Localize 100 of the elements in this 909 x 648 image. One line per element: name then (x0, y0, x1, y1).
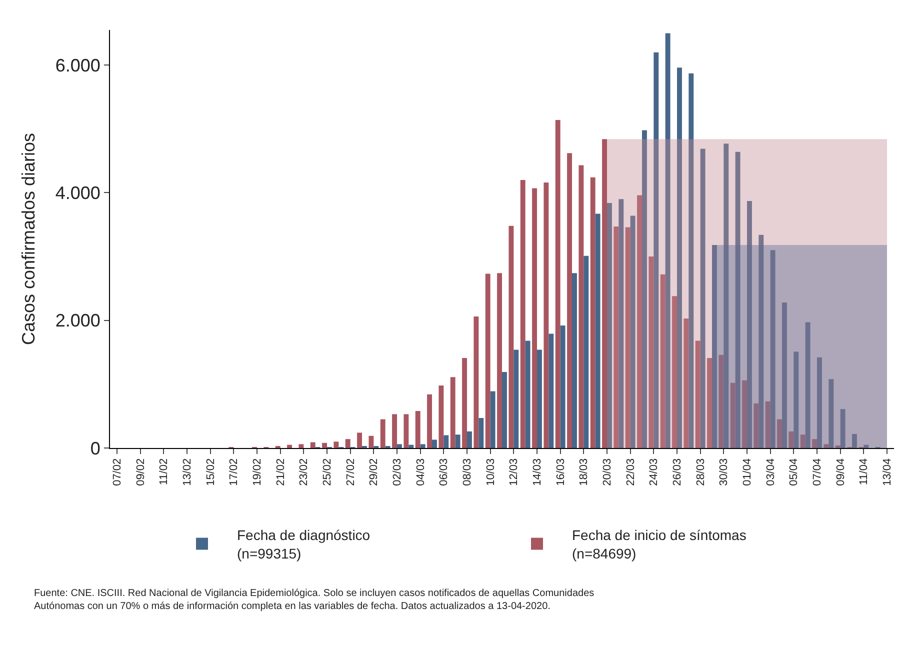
x-tick-label: 16/03 (554, 458, 567, 486)
bar (427, 394, 432, 448)
bar (368, 436, 374, 448)
bar (310, 442, 316, 448)
bar (444, 435, 449, 448)
x-tick-label: 01/04 (742, 458, 754, 486)
bar (334, 442, 339, 448)
bar (654, 52, 659, 448)
bar (707, 358, 712, 448)
bar (392, 414, 397, 448)
bar (537, 350, 542, 448)
bar (782, 302, 787, 448)
bar (548, 334, 554, 448)
x-tick-label: 11/02 (158, 458, 170, 486)
bar (712, 245, 717, 448)
x-tick-label: 26/03 (672, 458, 684, 486)
x-tick-label: 19/02 (252, 458, 264, 486)
legend-label: Fecha de diagnóstico (n=99315) (237, 527, 370, 562)
y-tick-label: 2.000 (55, 310, 100, 331)
bar (788, 431, 794, 448)
bar (590, 177, 596, 448)
bar (828, 379, 834, 448)
x-tick-label: 13/02 (182, 458, 194, 486)
bar (688, 73, 694, 448)
bar (322, 442, 327, 448)
bar (544, 182, 549, 448)
bar (397, 444, 402, 448)
x-tick-label: 10/03 (484, 458, 497, 486)
bar (625, 227, 630, 448)
x-tick-label: 25/02 (322, 458, 334, 486)
x-tick-label: 11/04 (858, 458, 870, 486)
bar (497, 273, 502, 448)
x-tick-label: 28/03 (694, 458, 707, 486)
bar (735, 152, 740, 448)
bar (824, 444, 829, 448)
x-tick-label: 23/02 (298, 458, 310, 486)
bar (298, 444, 304, 448)
x-tick-label: 12/03 (508, 458, 520, 486)
bar (438, 385, 444, 448)
bar (572, 273, 577, 448)
bar (474, 316, 479, 448)
bar (637, 195, 642, 448)
bar (578, 165, 584, 448)
x-tick-label: 02/03 (392, 458, 404, 486)
bar (864, 444, 869, 448)
bar (747, 201, 752, 448)
bar (520, 180, 526, 448)
bar (800, 434, 806, 448)
bar (742, 380, 747, 448)
x-tick-label: 05/04 (788, 458, 800, 486)
x-tick-label: 20/03 (602, 458, 614, 486)
bar (514, 350, 519, 448)
bar (380, 419, 386, 448)
bar (817, 357, 822, 448)
bar (618, 199, 624, 448)
bar (852, 434, 857, 448)
bar (508, 226, 514, 448)
bar (408, 444, 414, 448)
source-note: Fuente: CNE. ISCIII. Red Nacional de Vigilancia Epidemiológica. Solo se incluyen casos notificados de aquellas Comunidades Autónomas con un 70% o más de información completa en las variables de fecha. Datos actualizados a 13-04-2020. (34, 588, 594, 612)
bar (700, 148, 706, 448)
bar (765, 401, 770, 448)
x-tick-label: 18/03 (578, 458, 590, 486)
bar (602, 139, 607, 448)
bar (287, 444, 292, 448)
bar (677, 68, 682, 448)
bar (462, 358, 467, 448)
bar (404, 414, 409, 448)
bar (450, 377, 456, 448)
x-tick-label: 21/02 (274, 458, 287, 486)
x-tick-label: 13/04 (882, 458, 894, 486)
bar (532, 188, 537, 448)
bar (754, 403, 759, 448)
bar (730, 382, 736, 448)
bar (525, 340, 530, 448)
x-tick-label: 17/02 (228, 458, 240, 486)
x-tick-label: 09/04 (834, 458, 847, 486)
bar (805, 322, 810, 448)
x-tick-label: 27/02 (344, 458, 357, 486)
x-tick-label: 07/02 (112, 458, 124, 486)
bar (724, 144, 729, 448)
bar (777, 419, 782, 448)
bar (718, 354, 724, 448)
bar (812, 439, 817, 448)
y-tick-label: 4.000 (55, 183, 100, 204)
bar (490, 391, 496, 448)
x-tick-label: 22/03 (624, 458, 637, 486)
x-tick-label: 03/04 (764, 458, 777, 486)
bar (555, 120, 560, 448)
x-tick-label: 09/02 (134, 458, 147, 486)
bar (642, 130, 647, 448)
y-tick-label: 0 (90, 438, 100, 458)
bar (684, 318, 689, 448)
x-tick-label: 30/03 (718, 458, 730, 486)
bar (660, 274, 666, 448)
bar (485, 274, 490, 448)
bar (672, 296, 677, 448)
x-tick-label: 06/03 (438, 458, 450, 486)
bar (420, 444, 426, 448)
legend-label: Fecha de inicio de síntomas (n=84699) (572, 527, 746, 562)
bar (584, 256, 589, 448)
